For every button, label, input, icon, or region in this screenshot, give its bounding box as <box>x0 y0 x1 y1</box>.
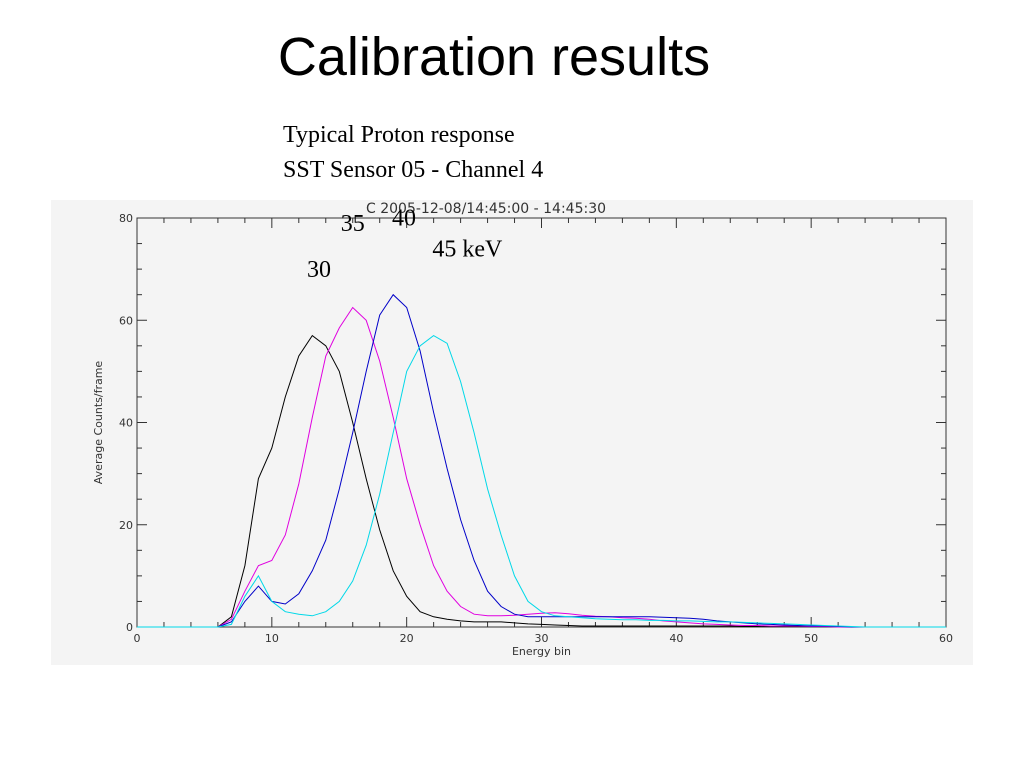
y-tick-label: 40 <box>119 417 133 430</box>
labels-layer: 0 10 20 30 40 50 60 0 20 40 60 80 Energy bin Average … <box>92 201 953 658</box>
x-tick-label: 30 <box>535 632 549 645</box>
y-tick-label: 80 <box>119 212 133 225</box>
chart-title: C 2005-12-08/14:45:00 - 14:45:30 <box>366 201 606 217</box>
series-layer <box>137 293 946 628</box>
x-axis-label: Energy bin <box>512 645 571 658</box>
caption-line-2: SST Sensor 05 - Channel 4 <box>283 157 544 183</box>
plot-caption: Typical Proton response SST Sensor 05 - … <box>283 118 543 188</box>
energy-annotation-2: 35 <box>341 211 365 237</box>
slide-title: Calibration results <box>277 27 711 87</box>
series-line-2 <box>137 306 946 628</box>
series-line-4 <box>137 335 946 628</box>
y-axis-label: Average Counts/frame <box>92 361 105 485</box>
axes-layer <box>136 217 947 628</box>
energy-annotation-1: 30 <box>307 257 331 283</box>
caption-line-1: Typical Proton response <box>283 122 515 148</box>
x-tick-label: 20 <box>400 632 414 645</box>
x-tick-label: 50 <box>804 632 818 645</box>
x-tick-label: 40 <box>669 632 683 645</box>
energy-annotation-4: 45 keV <box>432 236 503 262</box>
series-line-1 <box>137 334 946 628</box>
y-tick-label: 0 <box>126 621 133 634</box>
x-tick-label: 10 <box>265 632 279 645</box>
y-tick-label: 20 <box>119 519 133 532</box>
series-line-3 <box>137 293 946 628</box>
x-tick-label: 0 <box>134 632 141 645</box>
y-tick-label: 60 <box>119 314 133 327</box>
x-tick-label: 60 <box>939 632 953 645</box>
energy-annotation-3: 40 <box>392 206 416 232</box>
plot-panel <box>51 200 973 665</box>
